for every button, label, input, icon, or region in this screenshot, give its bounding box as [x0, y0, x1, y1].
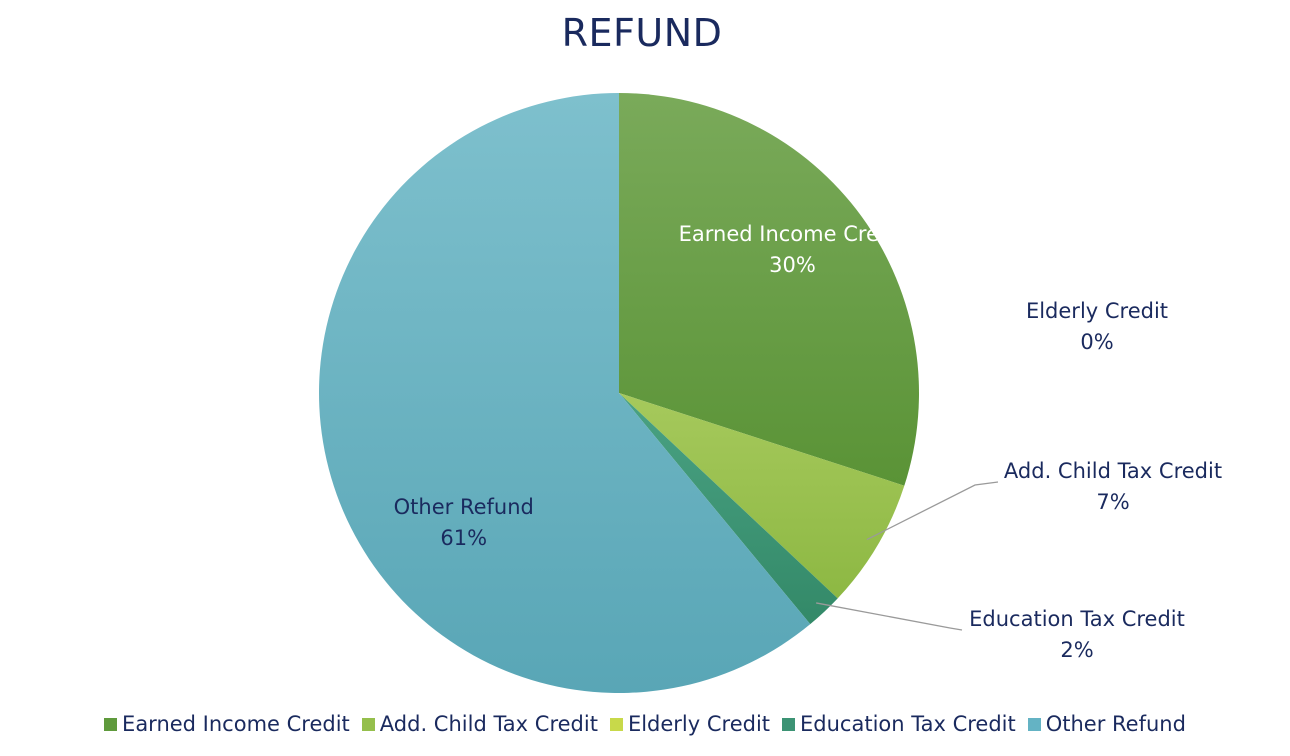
legend-item-earned-income-credit: Earned Income Credit [104, 712, 350, 736]
legend-swatch [1027, 717, 1041, 731]
leader-line-education-tax-credit [816, 602, 963, 631]
slice-add-child-tax-credit [619, 393, 905, 599]
leader-lines [816, 481, 999, 631]
leader-line-add-child-tax-credit [866, 481, 999, 541]
slice-education-tax-credit [619, 393, 838, 625]
legend-label: Other Refund [1045, 712, 1186, 736]
legend-swatch [782, 717, 796, 731]
data-label-other-refund: Other Refund [394, 495, 534, 519]
slice-earned-income-credit [619, 93, 920, 486]
legend-item-other-refund: Other Refund [1027, 712, 1186, 736]
legend-item-add-child-tax-credit: Add. Child Tax Credit [361, 712, 598, 736]
legend-swatch [104, 717, 118, 731]
data-value-earned-income-credit: 30% [769, 253, 816, 277]
pie-slices [318, 93, 920, 693]
data-value-education-tax-credit: 2% [1060, 638, 1093, 662]
data-label-add-child-tax-credit: Add. Child Tax Credit [1004, 459, 1222, 483]
legend-swatch [609, 717, 623, 731]
data-value-other-refund: 61% [440, 526, 487, 550]
legend-label: Elderly Credit [627, 712, 771, 736]
legend: Earned Income Credit Add. Child Tax Credi… [0, 712, 1290, 736]
legend-label: Earned Income Credit [122, 712, 350, 736]
data-value-add-child-tax-credit: 7% [1096, 490, 1129, 514]
data-label-earned-income-credit: Earned Income Credit [679, 222, 907, 246]
data-label-education-tax-credit: Education Tax Credit [969, 607, 1185, 631]
data-value-elderly-credit: 0% [1080, 330, 1113, 354]
legend-label: Education Tax Credit [800, 712, 1016, 736]
chart-title: REFUND [562, 11, 723, 55]
legend-item-elderly-credit: Elderly Credit [609, 712, 771, 736]
data-labels: Earned Income Credit 30% Add. Child Tax Cr… [394, 222, 1222, 662]
legend-label: Add. Child Tax Credit [379, 712, 598, 736]
slice-other-refund [318, 93, 811, 693]
data-label-elderly-credit: Elderly Credit [1026, 299, 1168, 323]
legend-item-education-tax-credit: Education Tax Credit [782, 712, 1016, 736]
legend-swatch [361, 717, 375, 731]
